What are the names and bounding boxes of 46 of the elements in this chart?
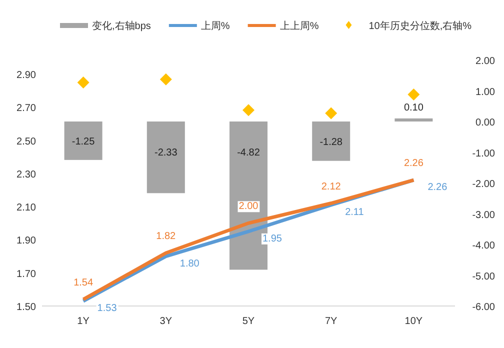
data-label: -2.33 xyxy=(154,148,178,158)
x-tick-label: 1Y xyxy=(77,316,90,327)
data-label: 2.26 xyxy=(404,158,424,170)
data-label: 2.26 xyxy=(428,182,448,194)
data-label: -1.25 xyxy=(72,136,96,148)
point xyxy=(325,107,338,120)
data-label: 1.82 xyxy=(156,230,176,242)
point xyxy=(408,88,420,100)
y-tick-label: 2.50 xyxy=(16,136,36,148)
y2-tick-label: -4.00 xyxy=(472,240,496,252)
legend-label: 10年历史分位数,右轴% xyxy=(368,20,472,32)
y-tick-label: 2.30 xyxy=(16,169,36,180)
y-tick-label: 2.90 xyxy=(16,70,36,81)
data-label: 1.80 xyxy=(180,258,200,270)
y2-tick-label: 1.00 xyxy=(476,86,496,98)
x-tick-label: 7Y xyxy=(324,316,338,327)
legend-label: 上周% xyxy=(200,20,230,32)
data-label: 1.54 xyxy=(74,277,94,288)
y-tick-label: 1.50 xyxy=(16,302,36,313)
y2-tick-label: -6.00 xyxy=(472,302,496,313)
y2-tick-label: -3.00 xyxy=(472,210,496,221)
y2-tick-label: 2.00 xyxy=(476,56,496,67)
x-tick-label: 5Y xyxy=(242,316,255,327)
y2-tick-label: -1.00 xyxy=(472,148,496,160)
y-tick-label: 1.70 xyxy=(16,268,36,280)
data-label: 1.53 xyxy=(97,303,118,314)
x-tick-label: 10Y xyxy=(404,316,423,327)
data-label: 1.95 xyxy=(262,233,282,244)
legend-label: 变化,右轴bps xyxy=(92,20,151,32)
y2-tick-label: -2.00 xyxy=(472,179,496,190)
y-tick-label: 2.70 xyxy=(16,103,36,114)
x-tick-label: 3Y xyxy=(160,316,172,327)
y2-tick-label: -5.00 xyxy=(472,271,496,282)
data-label: 2.11 xyxy=(345,206,364,218)
y-tick-label: 1.90 xyxy=(16,236,36,247)
y2-tick-label: 0.00 xyxy=(476,118,496,128)
point xyxy=(160,73,172,86)
point xyxy=(77,76,90,88)
data-label: 0.10 xyxy=(404,102,424,114)
data-label: -1.28 xyxy=(320,137,343,148)
data-label: 2.12 xyxy=(321,181,342,192)
data-label: 2.00 xyxy=(238,201,259,212)
y-tick-label: 2.10 xyxy=(16,202,36,214)
data-label: -4.82 xyxy=(237,148,260,158)
legend-label: 上上周% xyxy=(280,20,319,32)
point xyxy=(242,104,254,116)
